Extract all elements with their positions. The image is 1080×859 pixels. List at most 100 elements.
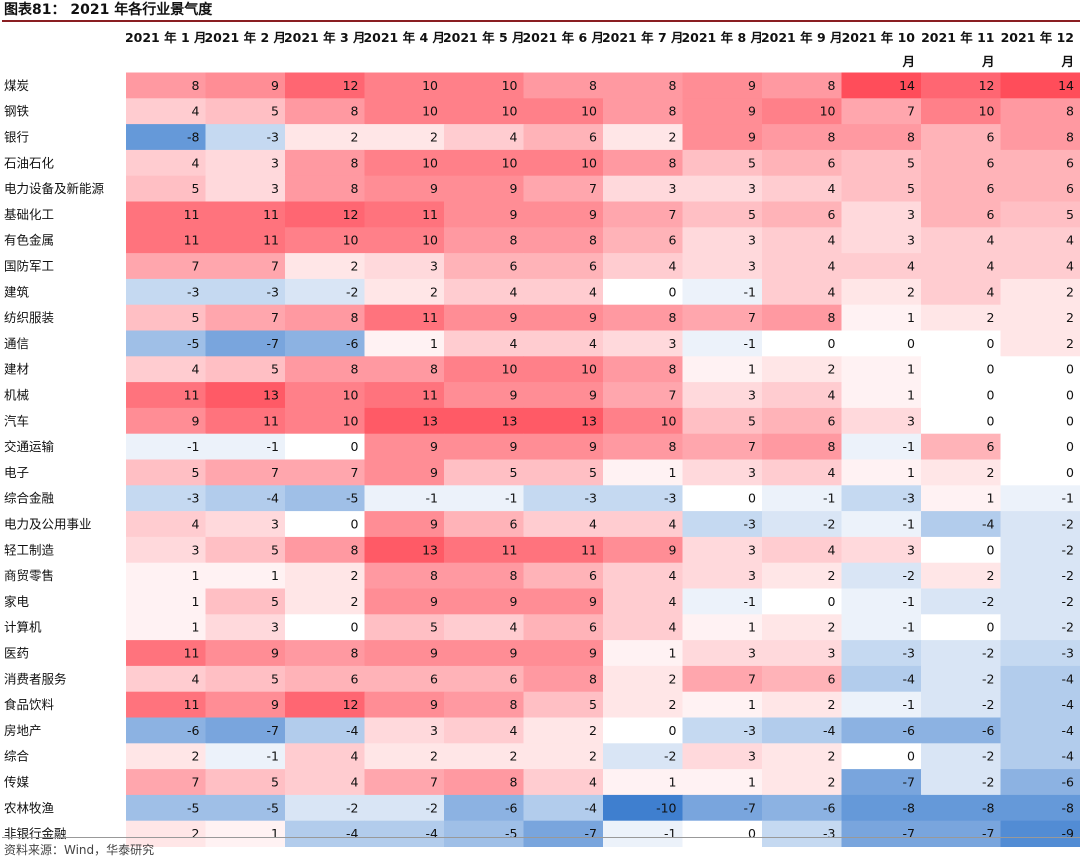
heatmap-cell <box>285 743 365 770</box>
cell-value: 7 <box>669 207 677 222</box>
heatmap-cell <box>1000 227 1080 254</box>
cell-value: 8 <box>669 155 677 170</box>
cell-value: -5 <box>267 800 279 815</box>
cell-value: 8 <box>351 362 359 377</box>
heatmap-cell <box>205 511 286 538</box>
cell-value: 10 <box>502 362 518 377</box>
heatmap-cell <box>603 201 683 228</box>
heatmap-cell <box>841 433 922 460</box>
heatmap-cell <box>364 356 445 383</box>
heatmap-cell <box>921 124 1001 151</box>
heatmap-cell <box>603 330 683 357</box>
cell-value: 9 <box>589 207 597 222</box>
cell-value: 1 <box>907 362 915 377</box>
cell-value: -1 <box>744 336 756 351</box>
cell-value: 9 <box>510 388 518 403</box>
heatmap-cell <box>1000 407 1080 435</box>
heatmap-cell <box>126 356 206 383</box>
heatmap-cell <box>921 511 1001 538</box>
cell-value: -3 <box>267 130 279 145</box>
heatmap-cell <box>205 356 286 383</box>
row-label: 医药 <box>4 646 29 661</box>
heatmap-cell <box>205 278 286 306</box>
cell-value: 11 <box>263 413 279 428</box>
cell-value: -6 <box>187 723 200 738</box>
cell-value: 10 <box>343 388 359 403</box>
heatmap-cell <box>603 588 683 615</box>
cell-value: 11 <box>184 697 200 712</box>
heatmap-cell <box>444 820 524 847</box>
heatmap-cell <box>841 227 922 254</box>
heatmap-cell <box>762 407 842 435</box>
heatmap-cell <box>126 794 206 822</box>
heatmap-cell <box>1000 743 1080 770</box>
column-header: 2021 年 12 <box>1001 30 1074 45</box>
heatmap-cell <box>682 743 763 770</box>
heatmap-cell <box>285 511 365 538</box>
heatmap-cell <box>682 356 763 383</box>
cell-value: 8 <box>430 362 438 377</box>
heatmap-cell <box>1000 820 1080 847</box>
heatmap-cell <box>682 691 763 718</box>
heatmap-cell <box>1000 511 1080 538</box>
heatmap-cell <box>126 614 206 641</box>
cell-value: -2 <box>1062 594 1074 609</box>
heatmap-cell <box>603 691 683 718</box>
cell-value: 5 <box>271 542 279 557</box>
heatmap-cell <box>364 769 445 796</box>
row-label: 电子 <box>4 465 29 480</box>
cell-value: 9 <box>589 594 597 609</box>
heatmap-cell <box>205 614 286 641</box>
cell-value: 8 <box>1066 104 1074 119</box>
cell-value: 7 <box>351 465 359 480</box>
cell-value: 3 <box>748 568 756 583</box>
heatmap-cell <box>1000 124 1080 151</box>
heatmap-cell <box>762 149 842 177</box>
heatmap-cell <box>762 175 842 202</box>
heatmap-cell <box>126 304 206 331</box>
heatmap-cell <box>682 536 763 564</box>
heatmap-cell <box>603 511 683 538</box>
heatmap-cell <box>841 536 922 564</box>
heatmap-cell <box>523 717 604 744</box>
heatmap-cell <box>285 330 365 357</box>
heatmap-cell <box>523 820 604 847</box>
heatmap-cell <box>126 820 206 847</box>
heatmap-cell <box>1000 459 1080 486</box>
cell-value: 4 <box>828 465 836 480</box>
heatmap-cell <box>921 330 1001 357</box>
cell-value: 8 <box>907 130 915 145</box>
heatmap-cell <box>205 98 286 125</box>
heatmap-cell <box>523 562 604 589</box>
cell-value: 2 <box>192 826 200 841</box>
heatmap-cell <box>523 794 604 822</box>
cell-value: -3 <box>903 646 915 661</box>
heatmap-cell <box>1000 175 1080 202</box>
cell-value: -4 <box>982 517 995 532</box>
cell-value: 10 <box>422 155 438 170</box>
cell-value: -6 <box>1062 775 1075 790</box>
cell-value: 0 <box>987 620 995 635</box>
heatmap-cell <box>126 665 206 693</box>
cell-value: -1 <box>187 439 199 454</box>
cell-value: 4 <box>828 181 836 196</box>
cell-value: 6 <box>987 130 995 145</box>
heatmap-cell <box>126 769 206 796</box>
heatmap-cell <box>523 124 604 151</box>
heatmap-cell <box>841 278 922 306</box>
heatmap-cell <box>523 433 604 460</box>
cell-value: 3 <box>669 181 677 196</box>
cell-value: 9 <box>271 697 279 712</box>
cell-value: 10 <box>661 413 677 428</box>
heatmap-cell <box>762 691 842 718</box>
heatmap-cell <box>285 691 365 718</box>
heatmap-cell <box>682 665 763 693</box>
heatmap-cell <box>444 278 524 306</box>
cell-value: 3 <box>430 723 438 738</box>
heatmap-cell <box>205 459 286 486</box>
heatmap-cell <box>841 691 922 718</box>
cell-value: 0 <box>748 491 756 506</box>
cell-value: 0 <box>351 517 359 532</box>
cell-value: 10 <box>343 413 359 428</box>
cell-value: 10 <box>979 104 995 119</box>
